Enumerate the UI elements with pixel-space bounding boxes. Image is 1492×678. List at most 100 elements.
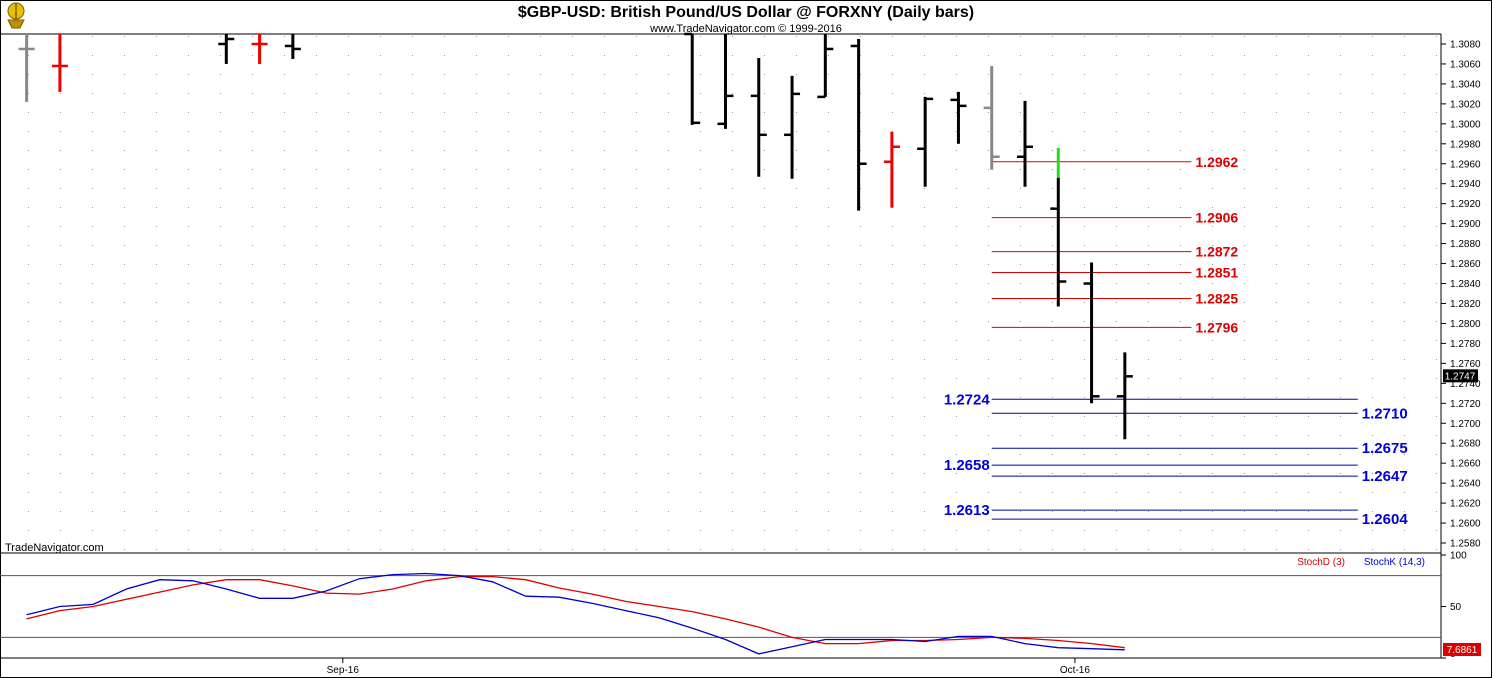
grid-dot — [1436, 112, 1437, 113]
grid-dot — [1180, 169, 1181, 170]
grid-dot — [1340, 131, 1341, 132]
grid-dot — [220, 112, 221, 113]
grid-dot — [60, 131, 61, 132]
grid-dot — [1404, 112, 1405, 113]
grid-dot — [1148, 264, 1149, 265]
grid-dot — [572, 321, 573, 322]
grid-dot — [284, 74, 285, 75]
grid-dot — [604, 36, 605, 37]
grid-dot — [700, 340, 701, 341]
grid-dot — [60, 150, 61, 151]
grid-dot — [220, 93, 221, 94]
grid-dot — [1308, 264, 1309, 265]
grid-dot — [668, 549, 669, 550]
grid-dot — [1116, 283, 1117, 284]
grid-dot — [1020, 473, 1021, 474]
grid-dot — [476, 150, 477, 151]
grid-dot — [92, 169, 93, 170]
grid-dot — [444, 74, 445, 75]
grid-dot — [60, 245, 61, 246]
grid-dot — [828, 207, 829, 208]
grid-dot — [156, 359, 157, 360]
grid-dot — [1308, 473, 1309, 474]
grid-dot — [1340, 226, 1341, 227]
grid-dot — [1052, 511, 1053, 512]
grid-dot — [1116, 245, 1117, 246]
grid-dot — [924, 416, 925, 417]
grid-dot — [1244, 549, 1245, 550]
grid-dot — [124, 321, 125, 322]
grid-dot — [828, 302, 829, 303]
grid-dot — [380, 454, 381, 455]
grid-dot — [412, 283, 413, 284]
grid-dot — [860, 264, 861, 265]
grid-dot — [508, 473, 509, 474]
grid-dot — [124, 378, 125, 379]
grid-dot — [764, 169, 765, 170]
grid-dot — [252, 74, 253, 75]
grid-dot — [1372, 511, 1373, 512]
grid-dot — [60, 302, 61, 303]
grid-dot — [92, 188, 93, 189]
stochd-line — [26, 575, 1125, 649]
grid-dot — [988, 530, 989, 531]
grid-dot — [412, 416, 413, 417]
grid-dot — [860, 435, 861, 436]
grid-dot — [316, 549, 317, 550]
grid-dot — [188, 283, 189, 284]
grid-dot — [1180, 226, 1181, 227]
grid-dot — [1436, 302, 1437, 303]
grid-dot — [1308, 36, 1309, 37]
grid-dot — [892, 511, 893, 512]
grid-dot — [444, 36, 445, 37]
grid-dot — [1020, 340, 1021, 341]
grid-dot — [1084, 511, 1085, 512]
grid-dot — [124, 74, 125, 75]
grid-dot — [412, 359, 413, 360]
grid-dot — [444, 188, 445, 189]
grid-dot — [732, 264, 733, 265]
grid-dot — [892, 435, 893, 436]
grid-dot — [956, 55, 957, 56]
level-label: 1.2825 — [1195, 290, 1238, 306]
grid-dot — [700, 435, 701, 436]
grid-dot — [220, 511, 221, 512]
grid-dot — [508, 226, 509, 227]
grid-dot — [1084, 93, 1085, 94]
grid-dot — [924, 264, 925, 265]
grid-dot — [316, 492, 317, 493]
grid-dot — [476, 454, 477, 455]
grid-dot — [380, 131, 381, 132]
grid-dot — [188, 397, 189, 398]
grid-dot — [28, 207, 29, 208]
grid-dot — [1212, 264, 1213, 265]
grid-dot — [1212, 36, 1213, 37]
grid-dot — [604, 378, 605, 379]
grid-dot — [860, 340, 861, 341]
grid-dot — [1276, 226, 1277, 227]
grid-dot — [1084, 492, 1085, 493]
grid-dot — [604, 530, 605, 531]
grid-dot — [28, 264, 29, 265]
grid-dot — [732, 549, 733, 550]
grid-dot — [92, 435, 93, 436]
grid-dot — [764, 511, 765, 512]
grid-dot — [1276, 435, 1277, 436]
grid-dot — [1308, 435, 1309, 436]
grid-dot — [636, 511, 637, 512]
y-tick-label: 1.2600 — [1450, 519, 1481, 530]
grid-dot — [1340, 188, 1341, 189]
grid-dot — [828, 321, 829, 322]
grid-dot — [1404, 511, 1405, 512]
grid-dot — [1404, 264, 1405, 265]
grid-dot — [604, 131, 605, 132]
grid-dot — [316, 55, 317, 56]
grid-dot — [668, 112, 669, 113]
grid-dot — [1340, 473, 1341, 474]
grid-dot — [124, 397, 125, 398]
grid-dot — [764, 245, 765, 246]
grid-dot — [1404, 207, 1405, 208]
price-bars — [18, 32, 1133, 440]
grid-dot — [412, 435, 413, 436]
grid-dot — [60, 549, 61, 550]
